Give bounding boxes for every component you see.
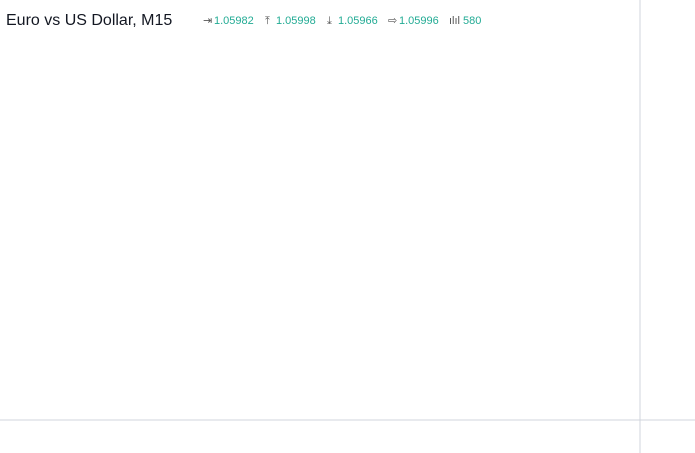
open-value: 1.05982 <box>214 15 254 27</box>
high-icon: ⤒ <box>265 15 270 27</box>
close-icon: ⇨ <box>388 15 397 27</box>
open-icon: ⇥ <box>203 15 212 27</box>
symbol-title: Euro vs US Dollar, M15 <box>6 12 172 29</box>
volume-icon: ılıl <box>449 15 460 27</box>
close-value: 1.05996 <box>399 15 439 27</box>
header-bg <box>0 8 495 34</box>
high-value: 1.05998 <box>276 15 316 27</box>
low-value: 1.05966 <box>338 15 378 27</box>
volume-value: 580 <box>463 15 481 27</box>
low-icon: ⤓ <box>327 15 332 27</box>
